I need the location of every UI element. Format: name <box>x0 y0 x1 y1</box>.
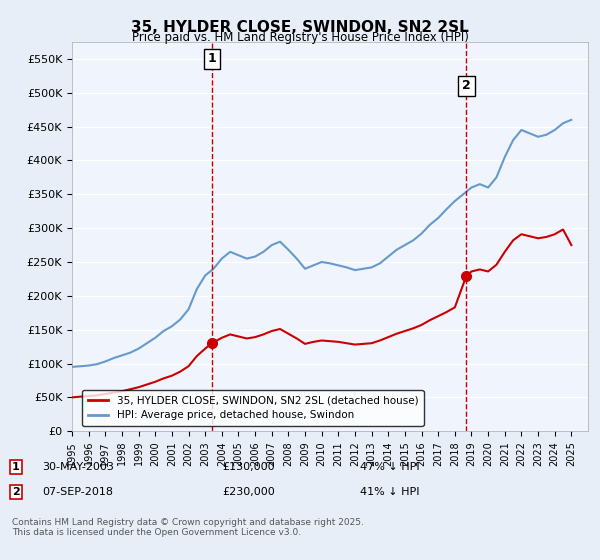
Text: 1: 1 <box>208 53 216 66</box>
Text: £230,000: £230,000 <box>222 487 275 497</box>
Text: Contains HM Land Registry data © Crown copyright and database right 2025.
This d: Contains HM Land Registry data © Crown c… <box>12 518 364 538</box>
Text: 07-SEP-2018: 07-SEP-2018 <box>42 487 113 497</box>
Text: 35, HYLDER CLOSE, SWINDON, SN2 2SL: 35, HYLDER CLOSE, SWINDON, SN2 2SL <box>131 20 469 35</box>
Legend: 35, HYLDER CLOSE, SWINDON, SN2 2SL (detached house), HPI: Average price, detache: 35, HYLDER CLOSE, SWINDON, SN2 2SL (deta… <box>82 390 424 426</box>
Text: Price paid vs. HM Land Registry's House Price Index (HPI): Price paid vs. HM Land Registry's House … <box>131 31 469 44</box>
Text: 41% ↓ HPI: 41% ↓ HPI <box>360 487 419 497</box>
Text: 47% ↓ HPI: 47% ↓ HPI <box>360 462 419 472</box>
Text: 1: 1 <box>12 462 20 472</box>
Text: 2: 2 <box>462 80 471 92</box>
Text: 2: 2 <box>12 487 20 497</box>
Text: £130,000: £130,000 <box>222 462 275 472</box>
Text: 30-MAY-2003: 30-MAY-2003 <box>42 462 114 472</box>
